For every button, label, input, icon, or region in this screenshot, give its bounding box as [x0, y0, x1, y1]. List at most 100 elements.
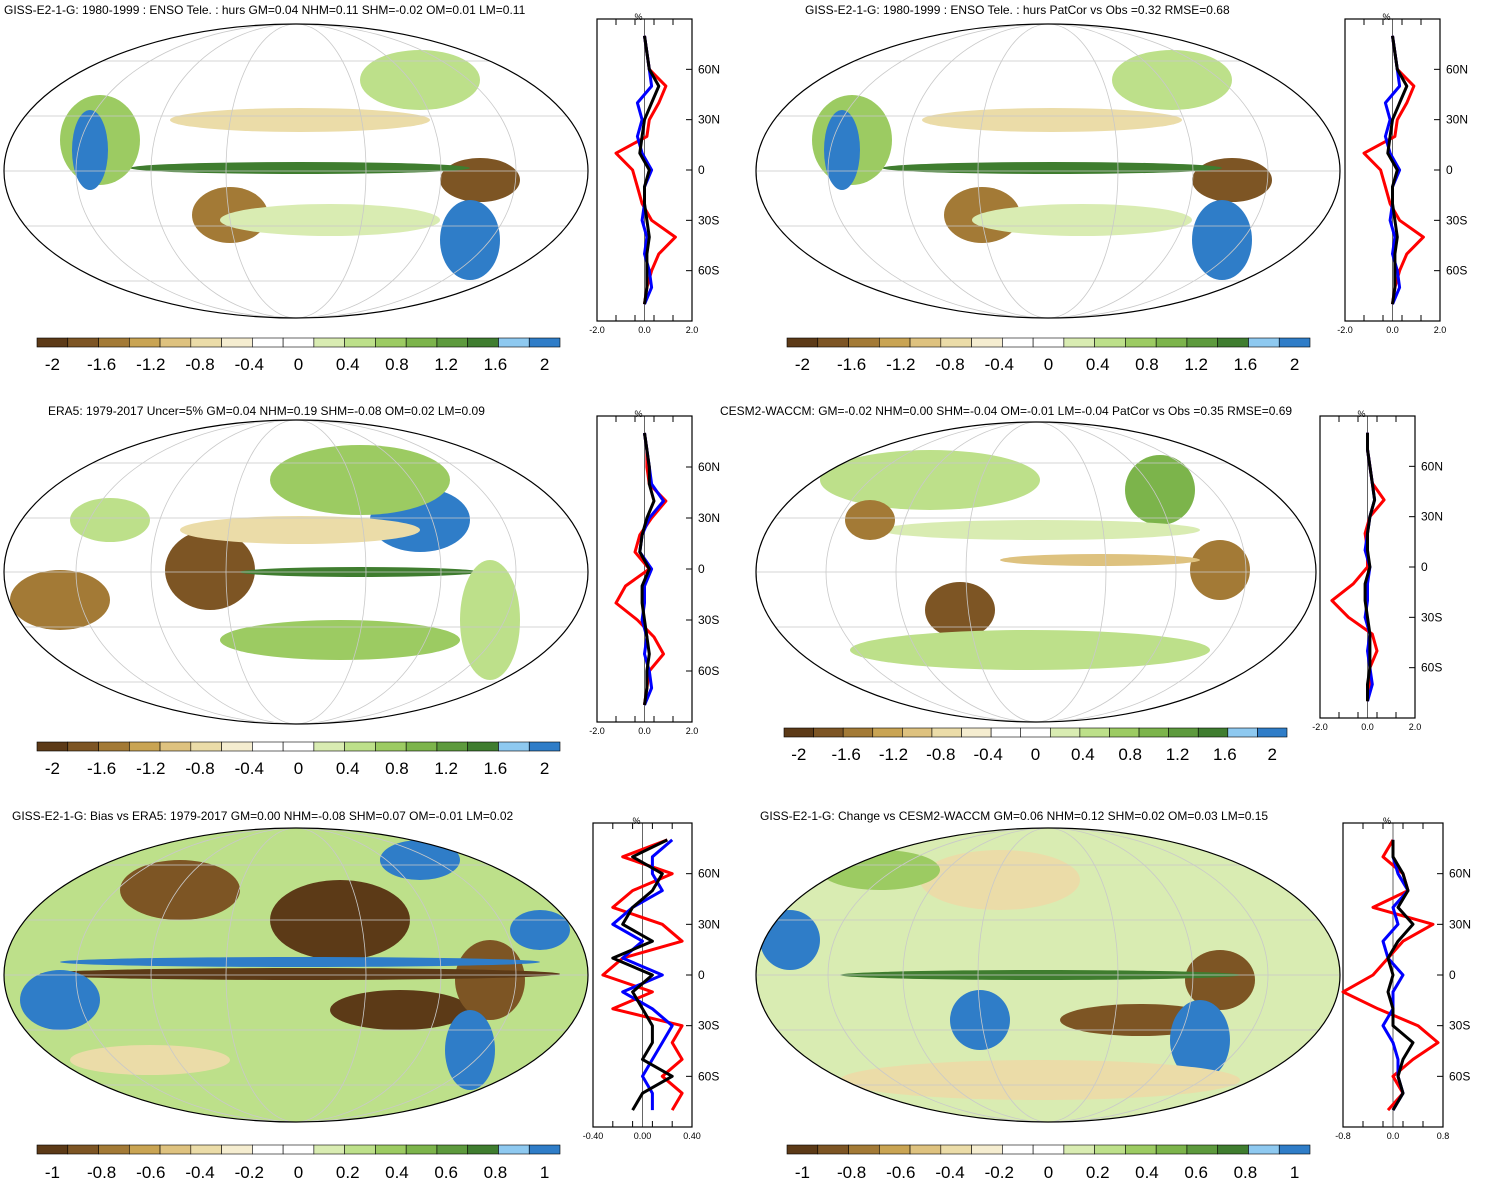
profile-lat-label: 60N [698, 867, 720, 881]
panel-4-profile: % 60N 30N 0 30S 60S -2.0 0.0 2.0 [1312, 409, 1443, 732]
panel-6: GISS-E2-1-G: Change vs CESM2-WACCM GM=0.… [755, 809, 1471, 1178]
panel-2-gridlines [756, 24, 1340, 318]
colorbar-swatch [878, 1144, 911, 1155]
colorbar-swatch [436, 741, 469, 752]
colorbar-label: -1 [45, 1163, 60, 1178]
colorbar-swatch [67, 1144, 99, 1155]
colorbar-swatch [1032, 337, 1065, 348]
panel-2-title: GISS-E2-1-G: 1980-1999 : ENSO Tele. : hu… [805, 3, 1230, 17]
colorbar-swatch [375, 1144, 407, 1155]
panel-6-title: GISS-E2-1-G: Change vs CESM2-WACCM GM=0.… [760, 809, 1268, 823]
profile-x-label: -0.40 [583, 1131, 604, 1141]
profile-x-label: 0.0 [1361, 722, 1374, 732]
colorbar-label: 0 [1031, 745, 1040, 764]
colorbar-swatch [36, 337, 69, 348]
colorbar-swatch [971, 1144, 1003, 1155]
panel-6-profile: % 60N 30N 0 30S 60S -0.8 0.0 0.8 [1335, 816, 1471, 1141]
colorbar-swatch [282, 337, 315, 348]
colorbar-swatch [467, 337, 499, 348]
colorbar-swatch [436, 337, 469, 348]
panel-1-colorbar: -2 -1.6 -1.2 -0.8 -0.4 0 0.4 0.8 1.2 1.6 2 [36, 337, 561, 374]
colorbar-label: 0.8 [385, 355, 409, 374]
colorbar-swatch [1094, 337, 1126, 348]
colorbar-label: -2 [45, 759, 60, 778]
colorbar-label: -0.2 [235, 1163, 264, 1178]
colorbar-label: 1.6 [484, 355, 508, 374]
colorbar-label: 2 [540, 355, 549, 374]
panel-6-map-field [756, 828, 1340, 1122]
profile-lat-label: 0 [1449, 968, 1456, 982]
profile-line-red [614, 432, 668, 706]
profile-lat-label: 60N [698, 62, 720, 76]
colorbar-swatch [902, 727, 933, 738]
profile-lat-label: 30N [1446, 113, 1468, 127]
panel-2-colorbar: -2 -1.6 -1.2 -0.8 -0.4 0 0.4 0.8 1.2 1.6 2 [786, 337, 1311, 374]
profile-lat-label: 30S [1446, 213, 1467, 227]
colorbar-swatch [909, 1144, 942, 1155]
panel-6-colorbar: -1 -0.8 -0.6 -0.4 -0.2 0 0.2 0.4 0.6 0.8 1 [786, 1144, 1311, 1178]
colorbar-swatch [190, 741, 222, 752]
colorbar-swatch [786, 337, 819, 348]
colorbar-swatch [252, 337, 284, 348]
panel-5-title: GISS-E2-1-G: Bias vs ERA5: 1979-2017 GM=… [12, 809, 514, 823]
colorbar-label: -2 [795, 355, 810, 374]
colorbar-label: -0.8 [185, 355, 214, 374]
panel-1-profile: % 60N 30N 0 30S 60S -2.0 0.0 2.0 [589, 12, 720, 335]
colorbar-swatch [221, 337, 253, 348]
panel-2-map-border [755, 23, 1341, 319]
profile-lat-label: 60N [698, 460, 720, 474]
colorbar-label: 0.8 [1135, 355, 1159, 374]
colorbar-swatch [282, 1144, 315, 1155]
colorbar-label: -0.8 [185, 759, 214, 778]
colorbar-label: 0 [1044, 1163, 1053, 1178]
colorbar-label: 1.6 [1213, 745, 1237, 764]
colorbar-label: 1.2 [434, 759, 458, 778]
profile-x-label: 2.0 [1409, 722, 1422, 732]
colorbar-swatch [1002, 1144, 1034, 1155]
colorbar-swatch [36, 1144, 69, 1155]
panel-2-map-field [812, 50, 1272, 280]
colorbar-swatch [1155, 337, 1188, 348]
profile-lat-label: 30S [698, 613, 719, 627]
profile-lat-label: 0 [1446, 163, 1453, 177]
profile-lat-label: 30S [1449, 1019, 1470, 1033]
colorbar-swatch [67, 337, 99, 348]
colorbar-swatch [498, 741, 530, 752]
profile-lat-label: 0 [1421, 560, 1428, 574]
colorbar-label: 0.2 [1086, 1163, 1110, 1178]
colorbar-label: 0.4 [1071, 745, 1095, 764]
colorbar-swatch [786, 1144, 819, 1155]
colorbar-label: 2 [1290, 355, 1299, 374]
panel-1-map-border [3, 23, 589, 319]
colorbar-swatch [1125, 337, 1157, 348]
colorbar-swatch [467, 741, 499, 752]
colorbar-swatches [36, 337, 561, 348]
colorbar-label: 1 [1290, 1163, 1299, 1178]
colorbar-swatch [1079, 727, 1110, 738]
profile-lat-label: 30N [698, 917, 720, 931]
profile-lat-label: 60S [698, 264, 719, 278]
colorbar-label: -1.6 [87, 759, 116, 778]
colorbar-swatch [1168, 727, 1199, 738]
colorbar-swatches [36, 741, 561, 752]
panel-1-title: GISS-E2-1-G: 1980-1999 : ENSO Tele. : hu… [4, 3, 526, 17]
profile-line-black [638, 432, 656, 706]
colorbar-swatch [1032, 1144, 1065, 1155]
colorbar-swatch [467, 1144, 499, 1155]
profile-lat-label: 60S [698, 664, 719, 678]
colorbar-swatch [1063, 1144, 1095, 1155]
profile-unit: % [1383, 816, 1391, 826]
profile-lat-label: 30S [698, 1019, 719, 1033]
colorbar-swatch [375, 741, 407, 752]
colorbar-swatch [190, 337, 222, 348]
colorbar-swatch [1248, 1144, 1280, 1155]
profile-lat-label: 30N [698, 113, 720, 127]
colorbar-label: -1.2 [879, 745, 908, 764]
colorbar-swatch [878, 337, 911, 348]
colorbar-label: 1.2 [1166, 745, 1190, 764]
colorbar-label: -0.4 [935, 1163, 964, 1178]
colorbar-label: -1.2 [136, 355, 165, 374]
profile-lat-label: 60S [1421, 661, 1442, 675]
panel-4-colorbar: -2 -1.6 -1.2 -0.8 -0.4 0 0.4 0.8 1.2 1.6 2 [783, 727, 1288, 764]
